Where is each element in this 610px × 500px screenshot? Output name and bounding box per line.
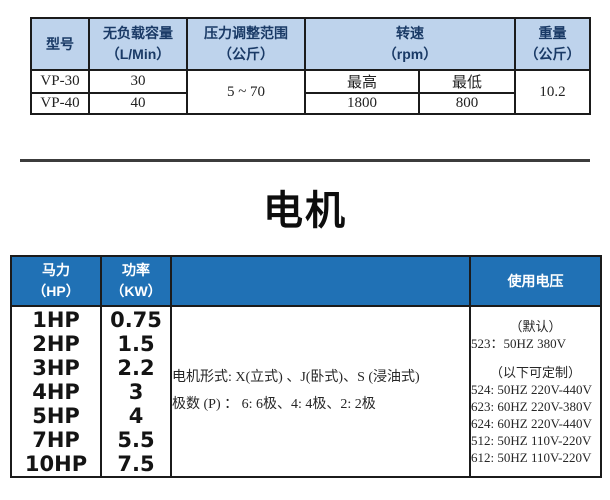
pump-row-vp30: VP-30 30 5 ~ 70 最高 最低 10.2 xyxy=(30,69,592,115)
header-unit: （公斤） xyxy=(218,46,274,62)
kw-value: 0.75 xyxy=(110,307,162,332)
motor-body-row: 1HP 2HP 3HP 4HP 5HP 7HP 10HP 0.75 1.5 2.… xyxy=(10,305,602,478)
voltage-option: 512: 50HZ 110V-220V xyxy=(471,432,592,448)
pump-header-row: 型号 无负载容量 （L/Min） 压力调整范围 （公斤） 转速 （rpm） 重量… xyxy=(30,17,592,71)
motor-col-voltage: 使用电压 xyxy=(469,255,602,307)
speed-min-label-cell: 最低 xyxy=(417,69,517,94)
kw-value: 7.5 xyxy=(117,451,155,476)
kw-value: 4 xyxy=(128,403,144,428)
motor-col-hp: 马力 （HP） xyxy=(10,255,102,307)
header-label: 使用电压 xyxy=(507,272,564,289)
kw-value: 3 xyxy=(128,379,144,404)
voltage-option: 524: 50HZ 220V-440V xyxy=(471,381,592,397)
pump-col-pressure: 压力调整范围 （公斤） xyxy=(186,17,306,71)
header-label: 转速 xyxy=(396,25,424,41)
section-title: 电机 xyxy=(263,189,347,233)
model-cell: VP-30 xyxy=(30,69,90,94)
voltage-custom-label: （以下可定制） xyxy=(489,364,581,380)
speed-min-value-cell: 800 xyxy=(417,92,517,115)
voltage-option: 624: 60HZ 220V-440V xyxy=(471,415,592,431)
hp-value: 10HP xyxy=(24,451,88,476)
header-unit: （KW） xyxy=(110,283,162,299)
motor-form-line: 电机形式: X(立式) 、J(卧式)、S (浸油式) xyxy=(172,369,420,385)
motor-spec-table: 马力 （HP） 功率 （KW） 使用电压 1HP 2HP 3HP xyxy=(10,255,602,478)
header-label: 型号 xyxy=(46,35,74,52)
section-divider xyxy=(20,159,590,162)
hp-value: 3HP xyxy=(32,355,80,380)
motor-col-spec-blank xyxy=(170,255,471,307)
hp-value: 7HP xyxy=(32,427,80,452)
header-unit: （L/Min） xyxy=(105,46,171,62)
pump-col-speed: 转速 （rpm） xyxy=(303,17,517,71)
speed-max-label-cell: 最高 xyxy=(304,69,420,94)
hp-value: 5HP xyxy=(32,403,80,428)
header-label: 无负载容量 xyxy=(103,25,173,41)
motor-type-description-cell: 电机形式: X(立式) 、J(卧式)、S (浸油式) 极数 (P) ： 6: 6… xyxy=(170,305,471,478)
hp-value: 1HP xyxy=(32,307,80,332)
pump-col-model: 型号 xyxy=(30,17,90,71)
kw-value: 1.5 xyxy=(117,331,155,356)
weight-cell: 10.2 xyxy=(514,69,592,115)
motor-header-row: 马力 （HP） 功率 （KW） 使用电压 xyxy=(10,255,602,307)
speed-max-value-cell: 1800 xyxy=(304,92,420,115)
header-unit: （rpm） xyxy=(382,46,438,62)
pressure-range-cell: 5 ~ 70 xyxy=(186,69,306,115)
hp-values-cell: 1HP 2HP 3HP 4HP 5HP 7HP 10HP xyxy=(10,305,102,478)
header-unit: （HP） xyxy=(32,283,80,299)
capacity-cell: 30 xyxy=(88,69,188,94)
header-label: 重量 xyxy=(538,25,567,41)
pump-row-vp40: VP-40 40 1800 800 xyxy=(30,92,590,115)
spacer xyxy=(472,352,599,364)
header-label: 压力调整范围 xyxy=(204,25,288,41)
kw-value: 2.2 xyxy=(117,355,155,380)
header-label: 马力 xyxy=(42,262,70,278)
kw-values-cell: 0.75 1.5 2.2 3 4 5.5 7.5 xyxy=(100,305,172,478)
voltage-default-value: 523：50HZ 380V xyxy=(471,335,566,351)
header-unit: （公斤） xyxy=(524,46,581,62)
capacity-cell: 40 xyxy=(88,92,188,115)
pump-spec-table: 型号 无负载容量 （L/Min） 压力调整范围 （公斤） 转速 （rpm） 重量… xyxy=(30,17,592,115)
pole-count-line: 极数 (P) ： 6: 6极、4: 4极、2: 2极 xyxy=(172,397,376,412)
hp-value: 2HP xyxy=(32,331,80,356)
pump-col-capacity: 无负载容量 （L/Min） xyxy=(88,17,188,71)
voltage-default-label: （默认） xyxy=(509,318,562,334)
pump-col-weight: 重量 （公斤） xyxy=(514,17,592,71)
header-label: 功率 xyxy=(122,262,150,278)
voltage-option: 623: 60HZ 220V-380V xyxy=(471,398,592,414)
kw-value: 5.5 xyxy=(117,427,155,452)
model-cell: VP-40 xyxy=(30,92,90,115)
hp-value: 4HP xyxy=(32,379,80,404)
voltage-option: 612: 50HZ 110V-220V xyxy=(471,449,592,465)
motor-col-kw: 功率 （KW） xyxy=(100,255,172,307)
voltage-options-cell: （默认） 523：50HZ 380V （以下可定制） 524: 50HZ 220… xyxy=(469,305,602,478)
